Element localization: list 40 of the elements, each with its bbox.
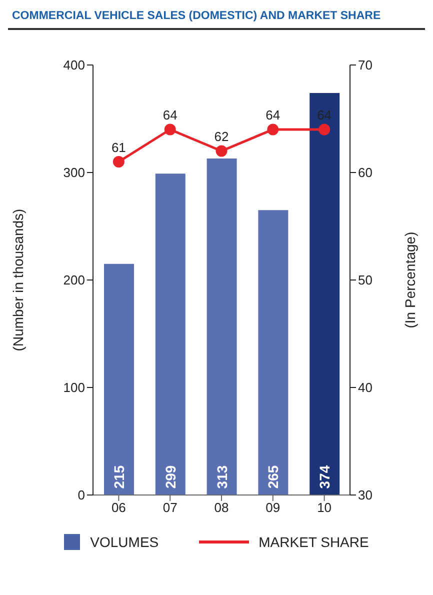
bar xyxy=(206,158,237,495)
data-label: 265 xyxy=(265,465,282,489)
y-axis-title: (Number in thousands) xyxy=(10,208,26,352)
y2-tick-label: 70 xyxy=(358,58,372,73)
point xyxy=(164,124,176,136)
y-tick-label: 0 xyxy=(78,488,85,503)
data-label: 313 xyxy=(214,465,230,489)
y2-tick-label: 60 xyxy=(358,165,372,180)
y2-tick-label: 30 xyxy=(358,488,372,503)
y-tick-label: 400 xyxy=(63,58,85,73)
data-label: 61 xyxy=(111,140,126,155)
x-tick-label: 07 xyxy=(162,500,178,516)
data-label: 215 xyxy=(111,465,127,489)
data-label: 64 xyxy=(266,108,280,122)
data-label: 62 xyxy=(214,129,229,144)
legend-label: VOLUMES xyxy=(90,534,159,550)
x-tick-label: 10 xyxy=(317,500,332,516)
bar xyxy=(104,264,134,495)
legend-label: MARKET SHARE xyxy=(258,534,369,550)
point xyxy=(318,124,330,136)
data-label: 374 xyxy=(316,465,333,489)
point xyxy=(267,124,279,136)
data-label: 64 xyxy=(162,108,178,122)
y2-axis-title: (In Percentage) xyxy=(402,232,418,328)
y-tick-label: 300 xyxy=(63,165,85,180)
point xyxy=(112,156,124,168)
y2-tick-label: 40 xyxy=(358,380,372,396)
data-label: 64 xyxy=(317,108,332,122)
y2-tick-label: 50 xyxy=(358,272,372,288)
x-tick-label: 06 xyxy=(111,500,126,516)
bar xyxy=(155,174,186,495)
data-label: 299 xyxy=(162,465,178,489)
x-tick-label: 09 xyxy=(266,500,280,516)
bar xyxy=(310,92,340,495)
chart-title: COMMERCIAL VEHICLE SALES (DOMESTIC) AND MARKET SHARE xyxy=(8,8,425,30)
bar xyxy=(258,210,288,495)
y-tick-label: 200 xyxy=(63,272,85,288)
y-tick-label: 100 xyxy=(63,380,85,396)
point xyxy=(216,145,228,157)
x-tick-label: 08 xyxy=(214,500,229,516)
